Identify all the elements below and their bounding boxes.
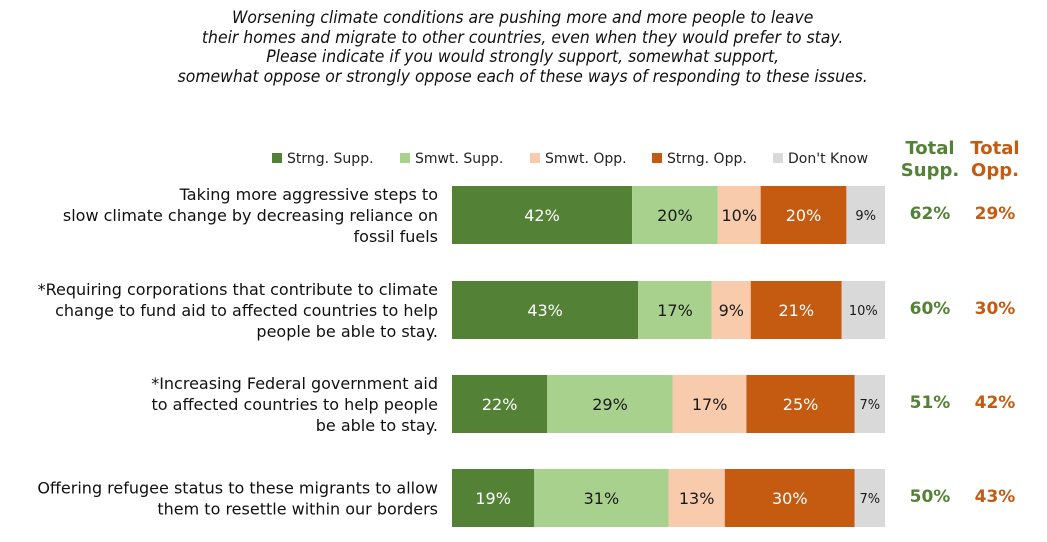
- total-oppose-value: 42%: [975, 393, 1016, 413]
- total-support-value: 51%: [910, 393, 951, 413]
- total-oppose-value: 30%: [975, 299, 1016, 319]
- legend-swatch-somewhat-support: [400, 153, 410, 163]
- data-label-somewhat-oppose: 13%: [679, 489, 715, 508]
- bar-segment-dont-know: [841, 281, 885, 339]
- data-label-somewhat-support: 29%: [592, 395, 628, 414]
- legend-swatch-dont-know: [773, 153, 783, 163]
- legend-label-somewhat-support: Smwt. Supp.: [415, 151, 503, 167]
- category-label: to affected countries to help people: [152, 395, 438, 414]
- bar-segment-somewhat-oppose: [672, 375, 747, 433]
- category-label: people be able to stay.: [256, 322, 438, 341]
- legend-label-strong-support: Strng. Supp.: [287, 151, 374, 167]
- category-label: change to fund aid to affected countries…: [55, 301, 438, 320]
- chart-title: Worsening climate conditions are pushing…: [41, 8, 1004, 87]
- bar-segment-somewhat-oppose: [668, 469, 725, 527]
- data-label-strong-support: 19%: [475, 489, 511, 508]
- legend-label-somewhat-oppose: Smwt. Opp.: [545, 151, 627, 167]
- bar-segment-somewhat-support: [534, 469, 669, 527]
- total-support-value: 62%: [910, 204, 951, 224]
- bar-segment-somewhat-support: [547, 375, 673, 433]
- category-label: be able to stay.: [316, 416, 438, 435]
- bar-segment-strong-support: [452, 375, 548, 433]
- category-label: slow climate change by decreasing relian…: [63, 206, 438, 225]
- data-label-strong-oppose: 20%: [786, 206, 822, 225]
- category-label: Taking more aggressive steps to: [179, 185, 438, 204]
- bar-segment-somewhat-oppose: [711, 281, 751, 339]
- total-support-header: Supp.: [901, 160, 959, 181]
- title-line: their homes and migrate to other countri…: [201, 27, 844, 48]
- data-label-somewhat-support: 17%: [657, 301, 693, 320]
- data-label-strong-oppose: 21%: [778, 301, 814, 320]
- total-support-header: Total: [905, 138, 954, 159]
- legend-swatch-strong-oppose: [652, 153, 662, 163]
- data-label-dont-know: 7%: [860, 492, 881, 507]
- bar-segment-dont-know: [846, 186, 885, 244]
- bar-segment-strong-oppose: [750, 281, 842, 339]
- bar-segment-dont-know: [854, 469, 885, 527]
- bar-segment-somewhat-oppose: [717, 186, 761, 244]
- total-oppose-header: Opp.: [971, 160, 1019, 181]
- total-oppose-value: 29%: [975, 204, 1016, 224]
- total-support-value: 50%: [910, 487, 951, 507]
- legend-label-strong-oppose: Strng. Opp.: [667, 151, 747, 167]
- total-oppose-value: 43%: [975, 487, 1016, 507]
- legend-swatch-somewhat-oppose: [530, 153, 540, 163]
- bar-segment-strong-support: [452, 469, 535, 527]
- title-line: somewhat oppose or strongly oppose each …: [177, 66, 868, 87]
- title-line: Please indicate if you would strongly su…: [266, 47, 780, 68]
- data-label-somewhat-oppose: 17%: [692, 395, 728, 414]
- category-label: Offering refugee status to these migrant…: [37, 479, 438, 498]
- bar-segment-somewhat-support: [638, 281, 712, 339]
- bar-segment-somewhat-support: [632, 186, 718, 244]
- bar-segment-dont-know: [854, 375, 885, 433]
- bar-segment-strong-support: [452, 281, 639, 339]
- data-label-somewhat-oppose: 9%: [719, 301, 744, 320]
- bar-segment-strong-oppose: [724, 469, 855, 527]
- data-label-dont-know: 7%: [860, 398, 881, 413]
- data-label-strong-oppose: 30%: [772, 489, 808, 508]
- category-label: *Increasing Federal government aid: [151, 374, 438, 393]
- bar-segment-strong-support: [452, 186, 633, 244]
- total-support-value: 60%: [910, 299, 951, 319]
- data-label-somewhat-support: 20%: [657, 206, 693, 225]
- data-label-somewhat-oppose: 10%: [721, 206, 757, 225]
- data-label-strong-support: 43%: [527, 301, 563, 320]
- legend-label-dont-know: Don't Know: [788, 151, 868, 167]
- data-label-dont-know: 9%: [855, 209, 876, 224]
- data-label-strong-support: 22%: [482, 395, 518, 414]
- data-label-strong-oppose: 25%: [783, 395, 819, 414]
- data-label-strong-support: 42%: [524, 206, 560, 225]
- category-label: them to resettle within our borders: [157, 500, 438, 519]
- category-label: *Requiring corporations that contribute …: [38, 280, 438, 299]
- category-label: fossil fuels: [354, 227, 438, 246]
- bar-segment-strong-oppose: [760, 186, 847, 244]
- legend-swatch-strong-support: [272, 153, 282, 163]
- total-oppose-header: Total: [970, 138, 1019, 159]
- data-label-somewhat-support: 31%: [584, 489, 620, 508]
- bar-segment-strong-oppose: [746, 375, 855, 433]
- title-line: Worsening climate conditions are pushing…: [231, 8, 814, 28]
- data-label-dont-know: 10%: [849, 304, 878, 319]
